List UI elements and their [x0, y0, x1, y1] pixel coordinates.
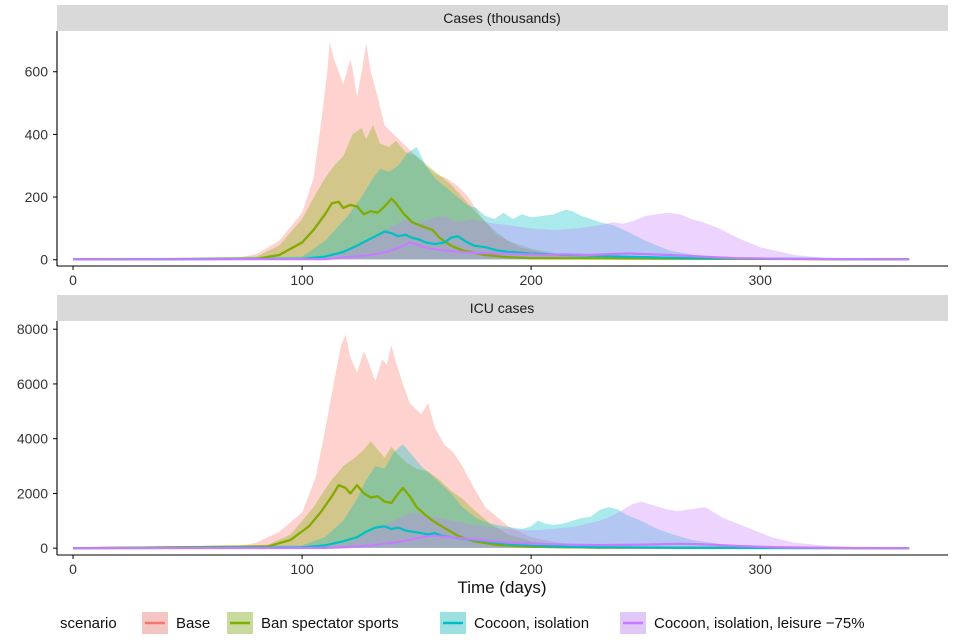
- mean-line-cases-ban-spectator-sports: [72, 197, 910, 261]
- x-ticks-cases: 0 100 200 300: [69, 266, 772, 288]
- x-axis-label: Time (days): [457, 578, 546, 597]
- y-tick-label: 4000: [17, 431, 48, 447]
- ribbon-cases-cocoon-isolation: [73, 146, 910, 260]
- y-ticks-icu: 0 2000 4000 6000 8000: [17, 321, 57, 556]
- ribbon-icu-ban-spectator-sports: [73, 441, 910, 548]
- y-tick-label: 400: [25, 126, 49, 142]
- x-tick-label: 0: [69, 561, 77, 577]
- ribbon-cases-cocoon-isolation-leisure: [73, 212, 910, 260]
- ribbon-icu-base: [73, 334, 910, 548]
- panel-strip-icu: [57, 295, 948, 321]
- mean-line-cases-cocoon-isolation: [72, 230, 910, 261]
- x-tick-label: 100: [290, 561, 314, 577]
- y-tick-label: 6000: [17, 376, 48, 392]
- mean-line-icu-cocoon-isolation: [72, 525, 910, 550]
- y-tick-label: 2000: [17, 485, 48, 501]
- x-tick-label: 200: [519, 561, 543, 577]
- x-tick-label: 300: [749, 272, 773, 288]
- ribbon-cases-ban-spectator-sports: [73, 125, 910, 260]
- legend-item-cocoon-isolation-leisure: Cocoon, isolation, leisure −75%: [620, 612, 865, 634]
- panel-cases: Cases (thousands) 0 200 400 600 0 100 200 300: [25, 5, 948, 288]
- x-tick-label: 200: [519, 272, 543, 288]
- legend-item-base: Base: [142, 612, 210, 634]
- legend: scenario Base Ban spectator sports Cocoo…: [60, 612, 865, 634]
- y-ticks-cases: 0 200 400 600: [25, 64, 57, 268]
- x-tick-label: 100: [290, 272, 314, 288]
- x-ticks-icu: 0 100 200 300: [69, 555, 772, 577]
- x-tick-label: 0: [69, 272, 77, 288]
- x-tick-label: 300: [749, 561, 773, 577]
- legend-label-cocoon-isolation-leisure: Cocoon, isolation, leisure −75%: [654, 615, 865, 632]
- legend-title: scenario: [60, 615, 117, 632]
- plot-area-cases: [72, 42, 910, 261]
- y-tick-label: 0: [40, 252, 48, 268]
- legend-item-ban-spectator-sports: Ban spectator sports: [227, 612, 399, 634]
- legend-label-base: Base: [176, 615, 210, 632]
- plot-area-icu: [72, 334, 910, 550]
- legend-label-cocoon-isolation: Cocoon, isolation: [474, 615, 589, 632]
- panel-icu: ICU cases 0 2000 4000 6000 8000 0 100 200 300: [17, 295, 948, 577]
- ribbon-icu-cocoon-isolation-leisure: [73, 501, 910, 548]
- y-tick-label: 0: [40, 540, 48, 556]
- legend-label-ban-spectator-sports: Ban spectator sports: [261, 615, 399, 632]
- legend-item-cocoon-isolation: Cocoon, isolation: [440, 612, 589, 634]
- mean-line-cases-cocoon-isolation-leisure: [72, 241, 910, 261]
- panel-title-icu: ICU cases: [470, 300, 535, 316]
- mean-line-icu-cocoon-isolation-leisure: [72, 534, 910, 550]
- ribbon-icu-cocoon-isolation: [73, 444, 910, 548]
- y-tick-label: 600: [25, 64, 49, 80]
- y-tick-label: 200: [25, 189, 49, 205]
- panel-title-cases: Cases (thousands): [443, 10, 561, 26]
- y-tick-label: 8000: [17, 321, 48, 337]
- panel-strip-cases: [57, 5, 948, 31]
